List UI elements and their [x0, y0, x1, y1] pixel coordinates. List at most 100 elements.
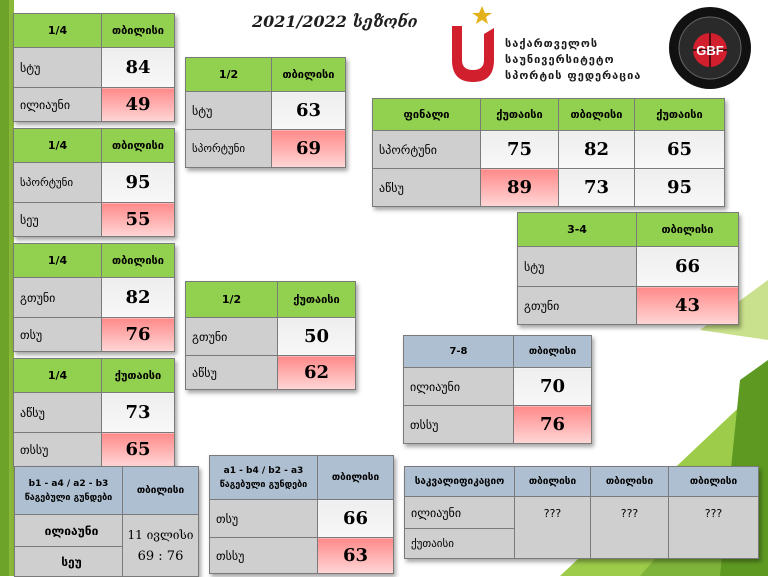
team-score: 63 [317, 537, 394, 574]
team-score: 66 [636, 246, 739, 287]
team-score: 73 [558, 168, 635, 207]
team-name: სტუ [185, 91, 272, 130]
seventh-place-table: 7-8 თბილისი ილიაუნი 70 თსსუ 76 [403, 335, 592, 444]
group-pairing: b1 - a4 / a2 - b3 [28, 478, 109, 489]
city-label: ქუთაისი [101, 358, 175, 393]
team-score: 89 [480, 168, 559, 207]
stage-label: 3-4 [517, 212, 637, 247]
city-label: თბილისი [636, 212, 739, 247]
city-label: თბილისი [558, 98, 635, 131]
stage-label: 7-8 [403, 335, 514, 368]
gbf-logo-text: GBF [696, 43, 724, 58]
team-score: 55 [101, 202, 175, 237]
stage-label: 1/4 [13, 128, 102, 163]
team-score: 73 [101, 392, 175, 433]
team-name: აწსუ [372, 168, 481, 207]
team-score: 50 [277, 317, 356, 356]
losers-group-b-table: a1 - b4 / b2 - a3 წაგებული გუნდები თბილი… [209, 455, 394, 574]
city-label: თბილისი [317, 455, 394, 500]
city-label: თბილისი [271, 57, 346, 92]
qualification-value: ??? [590, 496, 669, 559]
losers-group-a-table: b1 - a4 / a2 - b3 წაგებული გუნდები თბილი… [14, 466, 199, 577]
group-subtitle: წაგებული გუნდები [24, 492, 113, 503]
team-name: თსსუ [403, 405, 514, 444]
team-score: 49 [101, 87, 175, 122]
team-name: გთუნი [13, 277, 102, 318]
quarterfinal-2-table: 1/4 თბილისი სპორტუნი 95 სეუ 55 [13, 128, 175, 237]
team-score: 69 [271, 129, 346, 168]
city-label: თბილისი [514, 466, 591, 497]
season-title: 2021/2022 სეზონი [252, 12, 418, 31]
city-label: თბილისი [668, 466, 759, 497]
third-place-table: 3-4 თბილისი სტუ 66 გთუნი 43 [517, 212, 739, 325]
team-name: გთუნი [517, 286, 637, 325]
team-name: ილიაუნი [403, 367, 514, 406]
team-score: 75 [480, 130, 559, 169]
team-name: სეუ [14, 546, 123, 577]
team-name: თსსუ [209, 537, 318, 574]
city-label: თბილისი [101, 128, 175, 163]
federation-logo-icon [452, 6, 494, 82]
team-name: ილიაუნი [404, 496, 515, 529]
team-score: 84 [101, 47, 175, 88]
team-score: 62 [277, 355, 356, 390]
group-subtitle: წაგებული გუნდები [219, 479, 308, 490]
group-header: b1 - a4 / a2 - b3 წაგებული გუნდები [14, 466, 123, 515]
gbf-logo-icon: GBF [669, 7, 751, 89]
city-label: თბილისი [122, 466, 199, 515]
semifinal-2-table: 1/2 ქუთაისი გთუნი 50 აწსუ 62 [185, 281, 356, 390]
team-name: აწსუ [13, 392, 102, 433]
team-score: 76 [101, 317, 175, 352]
stage-label: 1/4 [13, 358, 102, 393]
team-name: თსუ [13, 317, 102, 352]
stage-label: ფინალი [372, 98, 481, 131]
team-score: 65 [101, 432, 175, 467]
team-name: სპორტუნი [13, 162, 102, 203]
stage-label: 1/2 [185, 281, 278, 318]
team-name: ილიაუნი [13, 87, 102, 122]
team-score: 63 [271, 91, 346, 130]
team-name: სპორტუნი [185, 129, 272, 168]
team-name: სეუ [13, 202, 102, 237]
match-info: 11 ივლისი 69 : 76 [122, 514, 199, 577]
team-score: 82 [558, 130, 635, 169]
federation-name-line3: სპორტის ფედერაცია [505, 69, 642, 82]
match-date: 11 ივლისი [127, 527, 194, 542]
semifinal-1-table: 1/2 თბილისი სტუ 63 სპორტუნი 69 [185, 57, 346, 168]
stage-label: 1/2 [185, 57, 272, 92]
federation-name-line2: საუნივერსიტეტო [505, 53, 615, 66]
city-label: ქუთაისი [277, 281, 356, 318]
team-score: 65 [634, 130, 725, 169]
stage-label: საკვალიფიკაციო [404, 466, 515, 497]
team-name: აწსუ [185, 355, 278, 390]
city-label: თბილისი [101, 13, 175, 48]
team-score: 95 [634, 168, 725, 207]
qualification-table: საკვალიფიკაციო თბილისი თბილისი თბილისი ი… [404, 466, 759, 559]
team-name: სპორტუნი [372, 130, 481, 169]
team-name: ქუთაისი [404, 528, 515, 559]
city-label: ქუთაისი [634, 98, 725, 131]
team-name: თსსუ [13, 432, 102, 467]
city-label: თბილისი [590, 466, 669, 497]
federation-name: საქართველოს საუნივერსიტეტო სპორტის ფედერ… [505, 36, 641, 84]
final-table: ფინალი ქუთაისი თბილისი ქუთაისი სპორტუნი … [372, 98, 725, 207]
match-score: 69 : 76 [137, 548, 184, 564]
qualification-value: ??? [514, 496, 591, 559]
qualification-value: ??? [668, 496, 759, 559]
city-label: ქუთაისი [480, 98, 559, 131]
team-score: 76 [513, 405, 592, 444]
team-name: გთუნი [185, 317, 278, 356]
team-score: 70 [513, 367, 592, 406]
city-label: თბილისი [101, 243, 175, 278]
stage-label: 1/4 [13, 243, 102, 278]
group-pairing: a1 - b4 / b2 - a3 [223, 465, 304, 476]
quarterfinal-3-table: 1/4 თბილისი გთუნი 82 თსუ 76 [13, 243, 175, 352]
team-name: ილიაუნი [14, 514, 123, 547]
team-score: 95 [101, 162, 175, 203]
quarterfinal-4-table: 1/4 ქუთაისი აწსუ 73 თსსუ 65 [13, 358, 175, 467]
quarterfinal-1-table: 1/4 თბილისი სტუ 84 ილიაუნი 49 [13, 13, 175, 122]
team-score: 43 [636, 286, 739, 325]
federation-name-line1: საქართველოს [505, 37, 599, 50]
stage-label: 1/4 [13, 13, 102, 48]
team-score: 66 [317, 499, 394, 538]
